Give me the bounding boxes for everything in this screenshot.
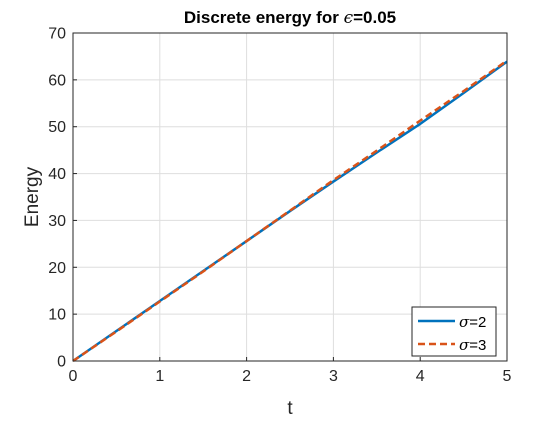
legend-label-sigma-2: σ=2 — [459, 313, 486, 331]
y-tick-label: 60 — [48, 72, 66, 89]
x-tick-label: 0 — [69, 368, 78, 385]
chart-title: Discrete energy for ϵ=0.05 — [184, 8, 396, 28]
x-tick-label: 4 — [416, 368, 425, 385]
x-tick-label: 1 — [155, 368, 164, 385]
plot-area-background — [73, 33, 507, 361]
plot-area-frame — [72, 32, 508, 362]
series-line-sigma-2 — [72, 60, 508, 363]
x-tick-label: 3 — [329, 368, 338, 385]
y-axis-label: Energy — [22, 166, 43, 227]
legend-label-sigma-3: σ=3 — [459, 336, 486, 354]
title-epsilon-symbol: ϵ — [344, 8, 354, 28]
x-tick-label: 5 — [503, 368, 512, 385]
x-axis-label: t — [287, 398, 293, 419]
y-tick-label: 70 — [48, 26, 66, 43]
y-tick-label: 50 — [48, 119, 66, 136]
legend: σ=2 σ=3 — [411, 306, 497, 357]
series-line-sigma-3 — [72, 59, 508, 363]
series-layer — [72, 59, 508, 363]
y-tick-label: 20 — [48, 260, 66, 277]
y-tick-label: 40 — [48, 166, 66, 183]
x-tick-label: 2 — [242, 368, 251, 385]
y-tick-label: 0 — [57, 354, 66, 371]
y-tick-label: 10 — [48, 307, 66, 324]
legend-box — [411, 306, 497, 357]
x-axis-ticks: 0 1 2 3 4 5 — [69, 357, 512, 385]
y-axis-ticks: 0 10 20 30 40 50 60 70 — [48, 26, 77, 371]
y-tick-label: 30 — [48, 213, 66, 230]
